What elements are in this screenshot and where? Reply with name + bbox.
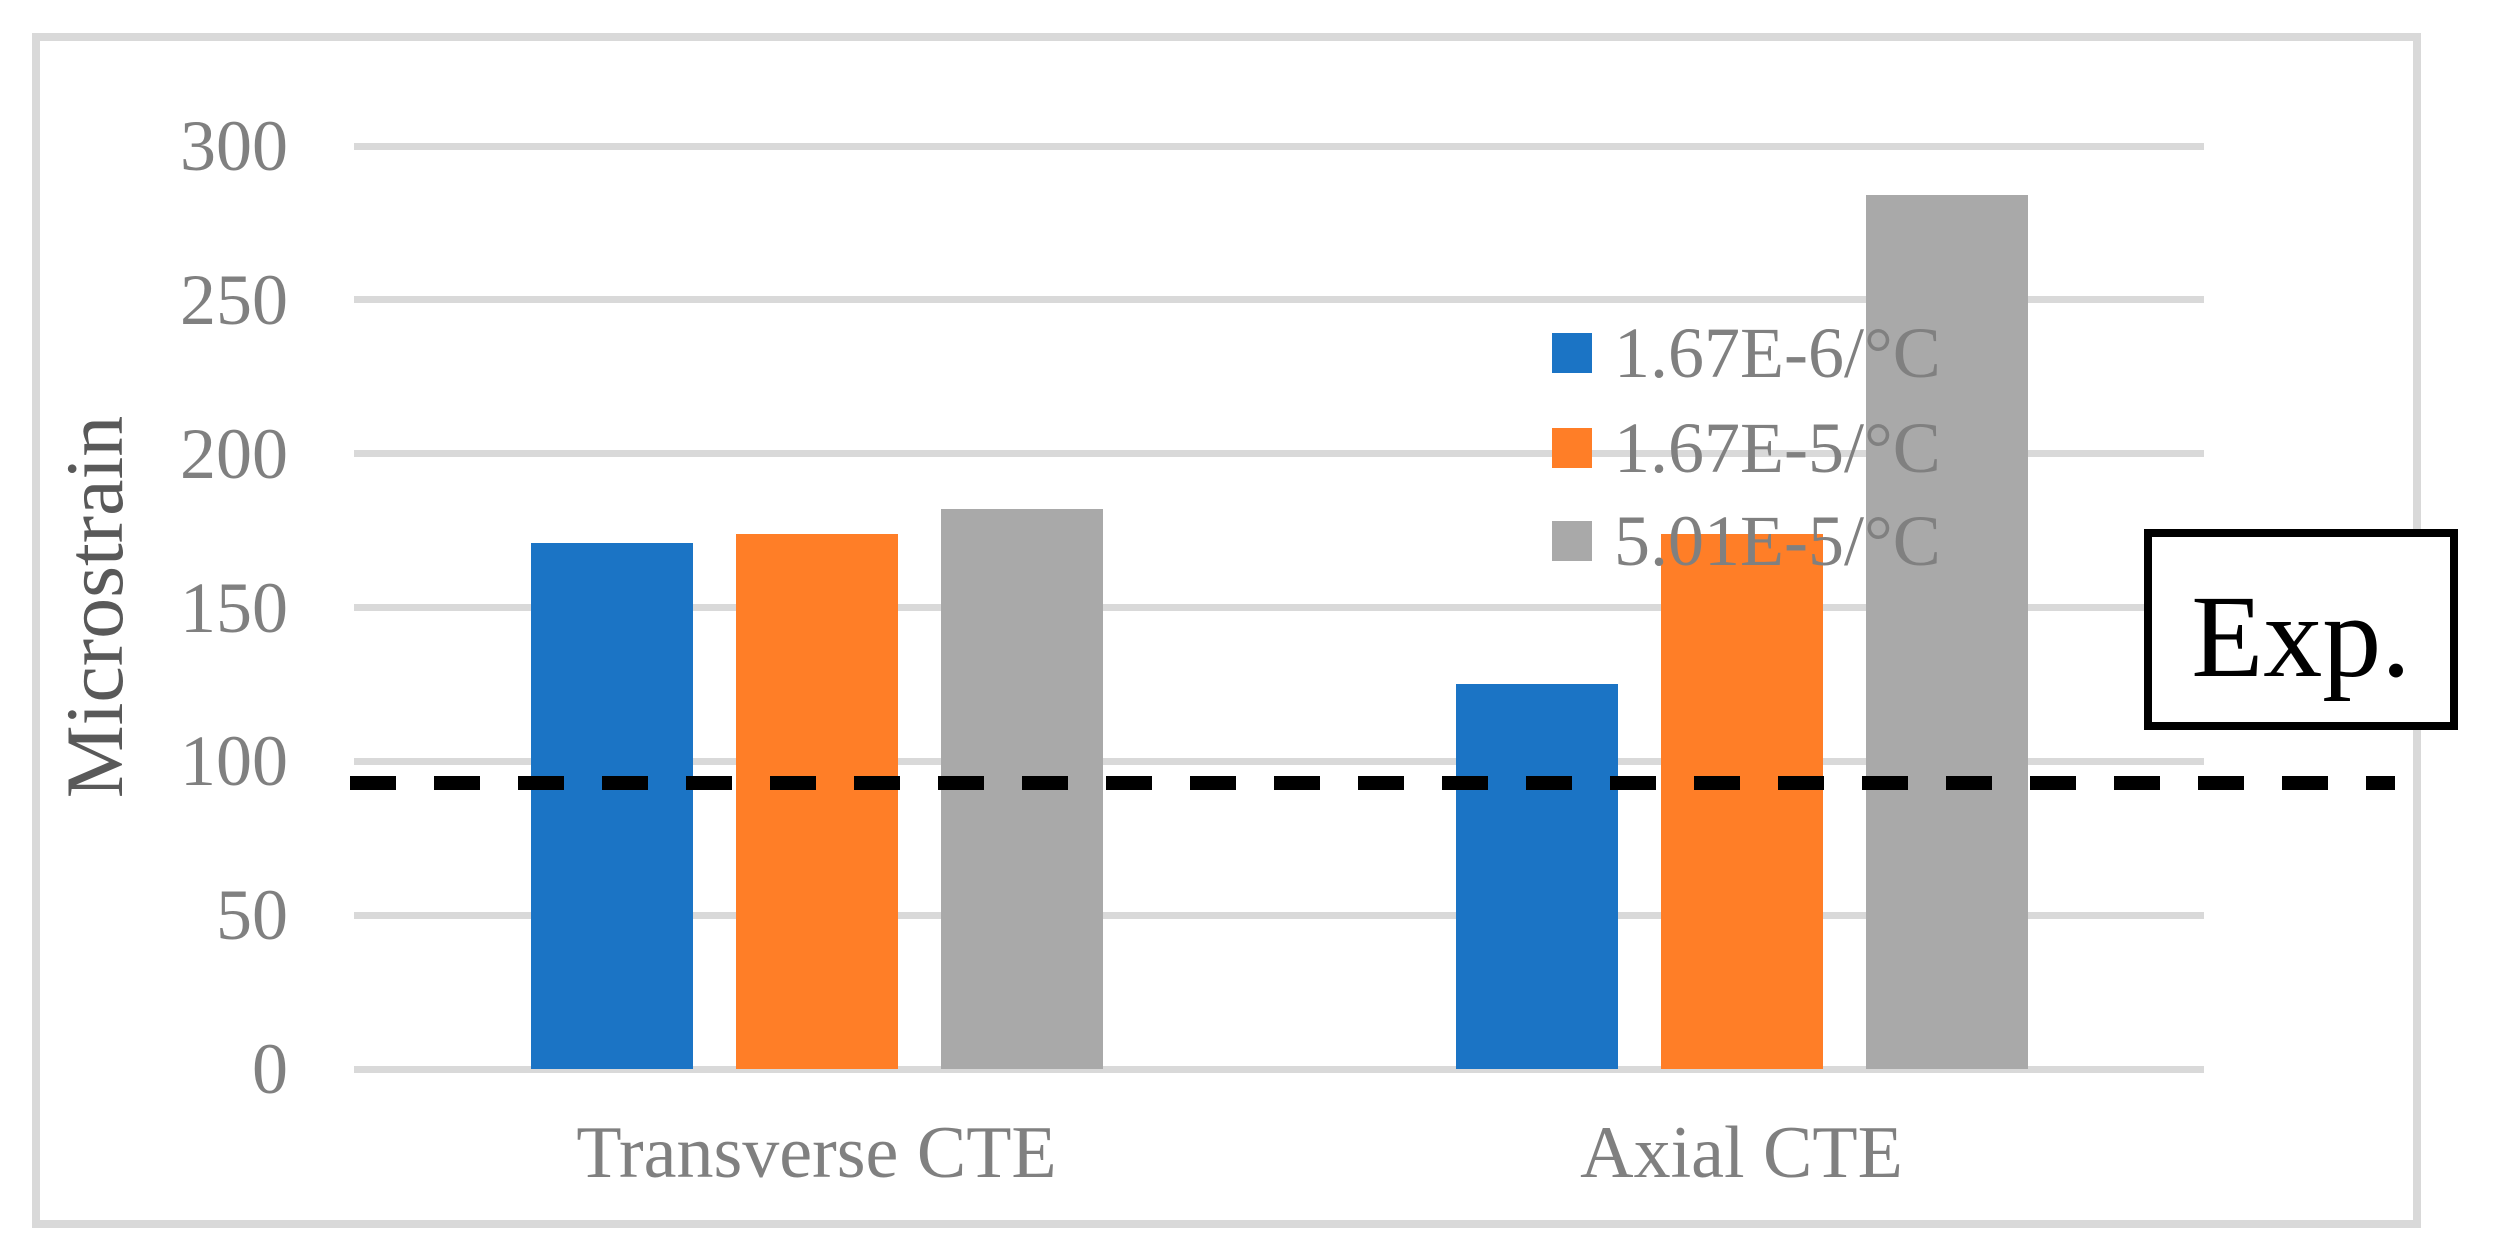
bar-axial-cte-series1 [1455,684,1618,1069]
gridline-200 [354,450,2204,458]
legend-item-2: 1.67E-5/°C [1552,403,1941,493]
y-tick-label-200: 200 [180,413,288,494]
legend-item-1: 1.67E-6/°C [1552,308,1941,398]
y-tick-label-0: 0 [252,1029,288,1109]
gridline-150 [354,604,2204,611]
plot-area: 1.67E-6/°C 1.67E-5/°C 5.01E-5/°C [354,142,2204,1073]
y-tick-label-300: 300 [180,106,288,186]
gridline-300 [354,142,2204,150]
dashed-reference-line [350,775,2395,790]
legend-swatch-icon [1552,521,1592,561]
bar-axial-cte-series2 [1660,533,1823,1069]
y-tick-label-100: 100 [180,721,288,802]
category-label-2: Axial CTE [1580,1112,1903,1194]
legend-label: 5.01E-5/°C [1614,501,1941,581]
legend-swatch-icon [1552,428,1592,468]
legend-label: 1.67E-5/°C [1614,408,1941,488]
category-label-1: Transverse CTE [576,1112,1057,1194]
gridline-0 [354,1065,2204,1073]
y-tick-label-50: 50 [216,875,288,956]
legend-item-3: 5.01E-5/°C [1552,496,1941,586]
y-tick-label-250: 250 [180,259,288,340]
legend-label: 1.67E-6/°C [1614,313,1941,393]
y-tick-label-150: 150 [180,567,288,648]
gridline-100 [354,757,2204,765]
bar-transverse-cte-series2 [735,533,898,1069]
exp-annotation-label: Exp. [2191,570,2411,702]
bar-axial-cte-series3 [1865,195,2028,1069]
bar-transverse-cte-series1 [530,542,693,1069]
gridline-250 [354,296,2204,304]
exp-annotation-box: Exp. [2144,529,2458,730]
legend-swatch-icon [1552,333,1592,373]
gridline-50 [354,911,2204,919]
